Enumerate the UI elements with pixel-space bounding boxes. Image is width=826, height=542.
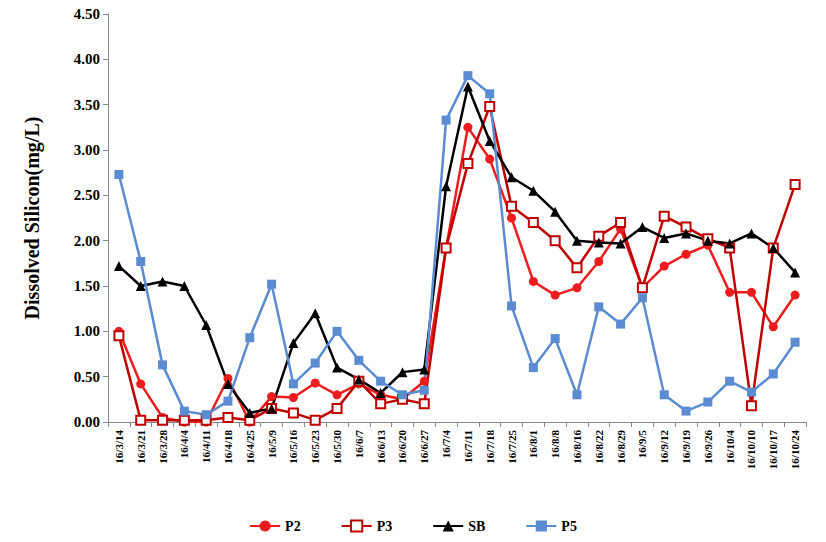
svg-text:16/3/14: 16/3/14 — [113, 430, 125, 464]
svg-text:16/10/24: 16/10/24 — [789, 430, 801, 470]
svg-text:16/6/13: 16/6/13 — [375, 430, 387, 464]
svg-text:16/4/25: 16/4/25 — [244, 430, 256, 464]
svg-text:1.50: 1.50 — [74, 278, 100, 294]
svg-text:P2: P2 — [285, 519, 301, 534]
svg-text:P5: P5 — [561, 519, 577, 534]
svg-text:16/8/22: 16/8/22 — [593, 430, 605, 464]
svg-text:16/7/25: 16/7/25 — [506, 430, 518, 464]
svg-text:16/6/27: 16/6/27 — [418, 430, 430, 464]
svg-text:16/7/4: 16/7/4 — [440, 430, 452, 459]
svg-text:3.50: 3.50 — [74, 97, 100, 113]
svg-text:2.50: 2.50 — [74, 187, 100, 203]
svg-text:16/8/16: 16/8/16 — [571, 430, 583, 464]
svg-text:16/4/11: 16/4/11 — [200, 430, 212, 463]
svg-text:3.00: 3.00 — [74, 142, 100, 158]
svg-text:16/6/7: 16/6/7 — [353, 430, 365, 459]
svg-text:16/5/16: 16/5/16 — [287, 430, 299, 464]
svg-text:16/5/23: 16/5/23 — [309, 430, 321, 464]
svg-text:16/4/4: 16/4/4 — [178, 430, 190, 459]
svg-text:16/8/1: 16/8/1 — [527, 430, 539, 458]
svg-text:16/8/8: 16/8/8 — [549, 430, 561, 459]
svg-text:16/5/9: 16/5/9 — [266, 430, 278, 459]
svg-text:4.00: 4.00 — [74, 51, 100, 67]
svg-text:16/9/19: 16/9/19 — [680, 430, 692, 464]
svg-text:16/9/26: 16/9/26 — [702, 430, 714, 464]
svg-text:16/10/4: 16/10/4 — [724, 430, 736, 464]
svg-text:1.00: 1.00 — [74, 323, 100, 339]
svg-text:16/10/10: 16/10/10 — [745, 430, 757, 470]
svg-text:16/3/21: 16/3/21 — [135, 430, 147, 464]
svg-text:16/4/18: 16/4/18 — [222, 430, 234, 464]
svg-text:Dissolved Silicon(mg/L): Dissolved Silicon(mg/L) — [21, 117, 44, 320]
svg-text:P3: P3 — [377, 519, 393, 534]
svg-text:2.00: 2.00 — [74, 233, 100, 249]
svg-text:16/10/17: 16/10/17 — [767, 430, 779, 470]
svg-text:16/6/20: 16/6/20 — [396, 430, 408, 464]
svg-text:4.50: 4.50 — [74, 6, 100, 22]
svg-text:16/5/30: 16/5/30 — [331, 430, 343, 464]
svg-text:16/9/5: 16/9/5 — [636, 430, 648, 459]
svg-text:16/9/12: 16/9/12 — [658, 430, 670, 464]
svg-text:0.00: 0.00 — [74, 414, 100, 430]
svg-text:16/7/18: 16/7/18 — [484, 430, 496, 464]
svg-text:16/8/29: 16/8/29 — [615, 430, 627, 464]
svg-text:16/3/28: 16/3/28 — [157, 430, 169, 464]
svg-text:16/7/11: 16/7/11 — [462, 430, 474, 463]
svg-text:SB: SB — [468, 519, 485, 534]
svg-text:0.50: 0.50 — [74, 369, 100, 385]
